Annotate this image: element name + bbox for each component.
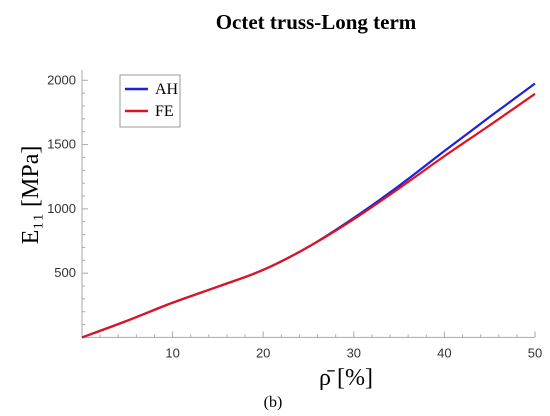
y-tick-label: 1000	[47, 201, 76, 216]
legend-box	[119, 74, 181, 128]
x-tick-label: 40	[437, 345, 451, 360]
x-tick-label: 50	[528, 345, 542, 360]
y-tick-label: 2000	[47, 72, 76, 87]
x-tick-label: 30	[347, 345, 361, 360]
series-lines	[81, 82, 536, 339]
legend-label-fe: FE	[155, 103, 174, 120]
chart-title: Octet truss-Long term	[216, 10, 417, 34]
y-tick-label: 1500	[47, 137, 76, 152]
series-line-fe	[81, 92, 536, 339]
legend-label-ah: AH	[155, 81, 179, 98]
y-axis-label: E₁₁ [MPa]	[18, 146, 44, 245]
x-tick-label: 10	[165, 345, 179, 360]
figure-caption: (b)	[264, 394, 283, 411]
y-tick-label: 500	[54, 265, 76, 280]
legend: AH FE	[119, 74, 181, 128]
axis-ticks: 10 20 30 40 50 500 1000 1500 2000	[47, 72, 542, 360]
x-tick-label: 20	[256, 345, 270, 360]
x-axis-label: ρ̄ [%]	[319, 365, 373, 391]
